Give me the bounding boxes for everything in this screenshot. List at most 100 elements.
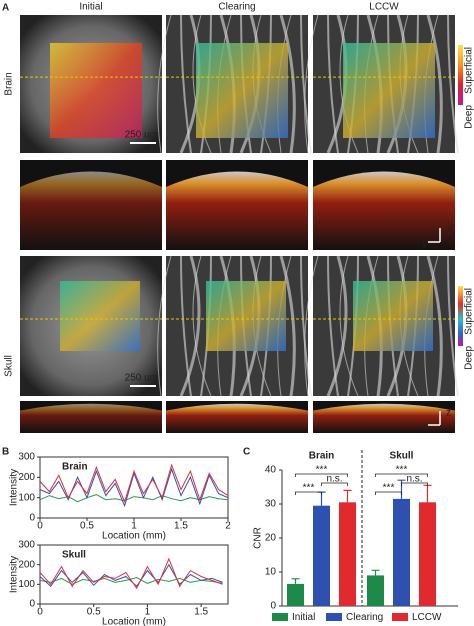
x-tick-label: 2 <box>225 521 231 532</box>
oct-signal <box>20 403 162 433</box>
vessel <box>304 14 319 154</box>
significance-label: *** <box>396 465 408 476</box>
vessel <box>179 255 201 397</box>
axis-glyph-label: z <box>446 408 451 419</box>
error-bar <box>423 484 432 503</box>
bar <box>313 505 330 606</box>
y-tick-label: 40 <box>265 465 277 476</box>
x-tick-label: 0 <box>37 521 43 532</box>
y-axis-label: CNR <box>253 527 264 549</box>
vessel <box>180 255 192 397</box>
scale-bar-label: 250 um <box>125 373 158 384</box>
vessel <box>426 14 443 154</box>
y-tick-label: 100 <box>18 579 35 590</box>
colorbar-bottom: Deep <box>464 346 474 370</box>
vessel <box>192 255 212 397</box>
trace <box>39 557 223 590</box>
bar <box>393 498 410 606</box>
vessel <box>447 255 459 397</box>
depth-overlay <box>343 43 435 138</box>
x-tick-label: 0 <box>37 607 43 618</box>
y-tick-label: 20 <box>265 533 277 544</box>
colorbar-top: Superficial <box>464 47 474 94</box>
colorbar-top: Superficial <box>464 288 474 335</box>
column-header: Clearing <box>218 2 255 13</box>
legend-label: LCCW <box>412 612 442 623</box>
trace <box>39 494 229 503</box>
oct-signal <box>20 171 162 250</box>
y-tick-label: 10 <box>265 567 277 578</box>
vessel <box>327 255 339 397</box>
x-tick-label: 1 <box>145 607 151 618</box>
y-tick-label: 0 <box>270 601 276 612</box>
significance-bracket <box>295 491 322 495</box>
significance-label: n.s. <box>406 474 422 485</box>
axis-glyph-label: y <box>422 239 427 250</box>
significance-bracket <box>375 473 428 477</box>
vessel <box>426 255 443 397</box>
vessel <box>279 255 296 397</box>
error-bar <box>371 569 380 576</box>
depth-overlay <box>206 281 286 351</box>
oct-signal <box>313 403 455 433</box>
bar <box>419 502 436 606</box>
x-tick-label: 1.5 <box>174 521 188 532</box>
trace <box>39 463 229 504</box>
vessel <box>339 255 359 397</box>
x-tick-label: 0.5 <box>80 521 94 532</box>
legend-label: Clearing <box>346 612 383 623</box>
column-header: Initial <box>79 2 102 13</box>
significance-bracket <box>295 473 348 477</box>
colorbar <box>458 286 463 346</box>
vessel <box>300 14 312 154</box>
column-header: LCCW <box>369 2 399 13</box>
group-label: Brain <box>309 451 335 462</box>
y-tick-label: 300 <box>18 540 35 551</box>
y-tick-label: 0 <box>29 599 35 610</box>
axis-glyph-label: x <box>422 422 427 433</box>
colorbar-bottom: Deep <box>464 105 474 129</box>
significance-label: n.s. <box>326 474 342 485</box>
plot-frame <box>39 544 229 605</box>
y-axis-label: Intensity <box>9 556 20 593</box>
vessel <box>157 255 172 397</box>
significance-label: *** <box>303 483 315 494</box>
vessel <box>326 255 348 397</box>
y-tick-label: 200 <box>18 472 35 483</box>
legend-swatch <box>272 613 288 621</box>
vessel <box>304 255 319 397</box>
significance-bracket <box>375 491 402 495</box>
bar <box>287 583 304 606</box>
legend-swatch <box>326 613 342 621</box>
y-tick-label: 0 <box>29 513 35 524</box>
vessel <box>300 255 312 397</box>
error-bar <box>343 489 352 503</box>
oct-signal <box>166 403 308 433</box>
y-tick-label: 30 <box>265 499 277 510</box>
error-bar <box>291 578 300 584</box>
x-tick-label: 1.5 <box>194 607 208 618</box>
y-tick-label: 100 <box>18 492 35 503</box>
significance-bracket <box>401 482 428 486</box>
row-label: Skull <box>4 355 15 377</box>
oct-signal <box>313 171 455 250</box>
group-label: Skull <box>390 451 414 462</box>
chart-title: Brain <box>62 462 88 473</box>
x-axis-label: Location (mm) <box>102 617 166 626</box>
significance-label: *** <box>383 483 395 494</box>
panel-label: C <box>243 447 250 458</box>
bar <box>367 575 384 606</box>
colorbar <box>458 45 463 105</box>
axis-glyph <box>428 228 441 243</box>
x-tick-label: 1 <box>131 521 137 532</box>
panel-label: A <box>2 3 9 14</box>
depth-overlay <box>353 281 433 351</box>
depth-overlay <box>50 43 142 138</box>
legend-label: Initial <box>292 612 315 623</box>
bar <box>339 502 356 606</box>
y-tick-label: 300 <box>18 452 35 463</box>
y-axis-label: Intensity <box>9 469 20 506</box>
significance-label: *** <box>316 465 328 476</box>
depth-overlay <box>60 281 140 351</box>
